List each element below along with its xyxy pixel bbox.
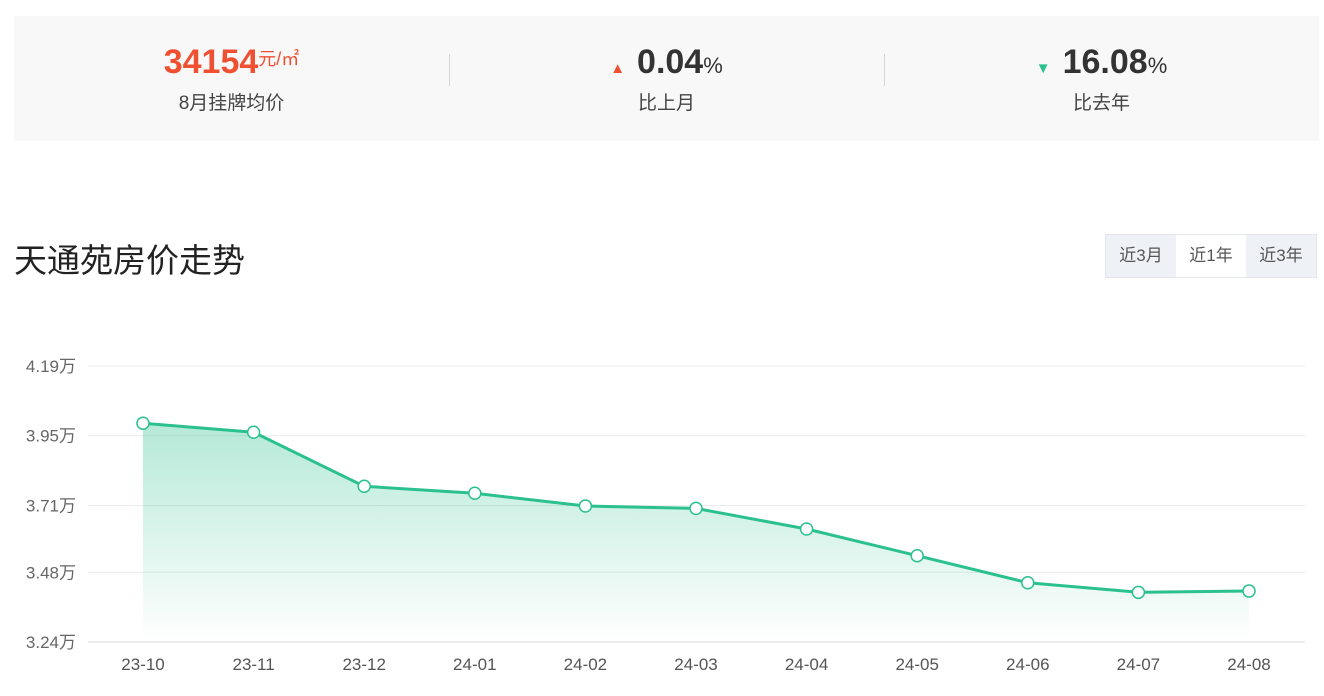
triangle-up-icon: ▲ (610, 60, 626, 77)
x-tick-label: 24-06 (1006, 655, 1049, 674)
tab-3-months[interactable]: 近3月 (1119, 246, 1163, 265)
section-title: 天通苑房价走势 (14, 242, 245, 279)
data-point[interactable] (578, 499, 593, 513)
x-tick-label: 24-01 (453, 655, 496, 674)
data-point[interactable] (689, 501, 703, 516)
data-point[interactable] (1021, 575, 1035, 590)
y-tick-label: 3.95万 (26, 427, 76, 446)
data-point[interactable] (357, 479, 371, 494)
x-tick-label: 24-05 (895, 655, 938, 674)
yoy-change-unit: % (1147, 53, 1168, 78)
mom-change-stat: ▲ 0.04 % 比上月 (449, 42, 884, 115)
data-point[interactable] (136, 416, 150, 430)
data-point[interactable] (799, 522, 814, 536)
x-tick-label: 24-02 (564, 655, 607, 674)
x-tick-label: 24-08 (1227, 655, 1270, 674)
triangle-down-icon: ▼ (1035, 60, 1051, 77)
data-point[interactable] (246, 425, 261, 439)
avg-price-unit: 元/㎡ (258, 49, 300, 69)
y-tick-label: 3.48万 (26, 563, 76, 582)
x-tick-label: 24-04 (785, 655, 828, 674)
data-point[interactable] (468, 486, 482, 501)
avg-price-label: 8月挂牌均价 (178, 93, 285, 114)
y-tick-label: 4.19万 (26, 357, 76, 376)
price-summary-bar: 34154 元/㎡ 8月挂牌均价 ▲ 0.04 % 比上月 ▼ 16.08 % … (14, 16, 1319, 141)
price-area-fill (143, 423, 1249, 642)
yoy-change-value: 16.08 (1062, 43, 1148, 81)
avg-price-stat: 34154 元/㎡ 8月挂牌均价 (14, 42, 449, 115)
data-point[interactable] (910, 548, 924, 563)
yoy-change-stat: ▼ 16.08 % 比去年 (884, 42, 1319, 115)
tab-3-years[interactable]: 近3年 (1259, 246, 1303, 265)
mom-change-label: 比上月 (637, 93, 695, 114)
price-trend-chart: 3.24万 3.48万 3.71万 3.95万 4.19万 23-10 23-11 23-1… (26, 357, 1305, 674)
y-tick-label: 3.71万 (26, 496, 76, 515)
y-tick-label: 3.24万 (26, 633, 76, 652)
x-tick-label: 23-11 (232, 655, 274, 674)
yoy-change-label: 比去年 (1072, 93, 1130, 114)
avg-price-value: 34154 (163, 43, 259, 81)
data-point[interactable] (1131, 585, 1146, 600)
time-range-tabs: 近3月 近1年 近3年 (1105, 234, 1317, 278)
x-tick-label: 24-07 (1117, 655, 1160, 674)
data-point[interactable] (1242, 584, 1256, 598)
mom-change-unit: % (703, 53, 723, 78)
x-tick-label: 24-03 (674, 655, 717, 674)
mom-change-value: 0.04 (637, 43, 704, 81)
tab-1-year[interactable]: 近1年 (1176, 235, 1246, 277)
x-tick-label: 23-12 (342, 655, 385, 674)
x-tick-label: 23-10 (121, 655, 164, 674)
